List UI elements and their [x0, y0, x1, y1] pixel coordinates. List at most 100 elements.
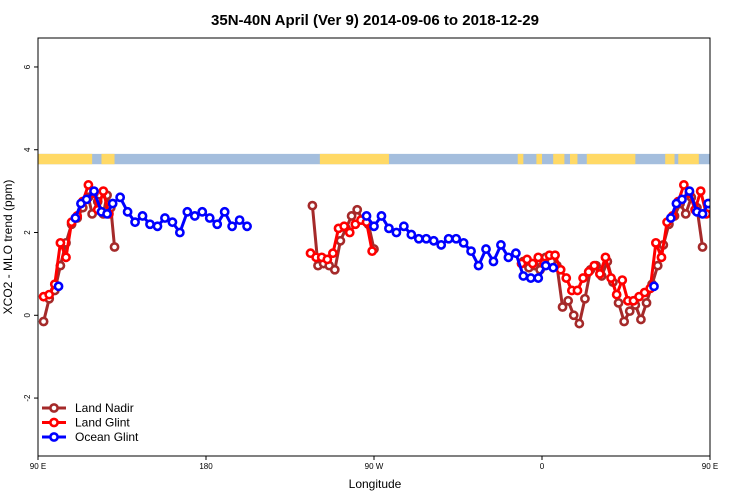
y-axis: -2 0 2 4 6 [23, 64, 38, 402]
data-point [695, 186, 706, 197]
data-point [611, 289, 622, 300]
legend-swatch-marker [49, 417, 59, 428]
x-tick-label: 90 E [702, 462, 718, 471]
data-point [391, 227, 402, 238]
data-point [568, 310, 579, 321]
data-point [109, 242, 120, 252]
data-point [369, 221, 379, 232]
data-point [550, 250, 560, 261]
data-point [665, 213, 676, 223]
data-point [307, 200, 318, 211]
land-segment [553, 153, 565, 165]
land-segment [536, 153, 542, 165]
data-point [473, 260, 484, 271]
data-point [548, 262, 559, 273]
data-point [518, 271, 529, 281]
data-point [55, 237, 66, 248]
data-point [227, 221, 238, 232]
data-point [70, 213, 81, 223]
x-tick-label: 0 [540, 462, 545, 471]
data-point [107, 198, 118, 209]
data-point [466, 246, 476, 257]
y-tick-label: 0 [23, 313, 32, 318]
data-point [636, 314, 646, 325]
data-point [122, 206, 133, 217]
data-point [574, 318, 585, 329]
data-point [436, 240, 447, 250]
data-point [680, 208, 691, 219]
data-point [703, 198, 710, 209]
data-point [527, 258, 538, 269]
data-point [677, 194, 687, 205]
land-segment [570, 153, 578, 165]
data-point [578, 273, 588, 283]
data-point [61, 252, 71, 263]
data-point [204, 213, 215, 223]
data-point [137, 211, 148, 221]
y-tick-label: 6 [23, 64, 32, 69]
x-axis-label: Longitude [349, 477, 402, 491]
data-point [727, 219, 734, 226]
data-point [406, 229, 417, 240]
data-point [624, 306, 635, 317]
data-point [606, 273, 616, 283]
legend-swatch-marker [49, 403, 59, 413]
data-point [329, 264, 340, 275]
data-point [352, 204, 363, 215]
x-tick-label: 90 W [365, 462, 384, 471]
data-point [458, 237, 469, 248]
land-segment [101, 153, 115, 165]
data-point [734, 212, 741, 219]
data-point [115, 192, 126, 203]
x-axis: 90 E 180 90 W 0 90 E [30, 456, 718, 471]
data-point [697, 242, 708, 252]
data-point [174, 227, 185, 238]
data-point [697, 208, 708, 219]
data-point [649, 281, 659, 292]
data-point [413, 233, 424, 244]
data-point [589, 260, 600, 271]
data-point [346, 211, 357, 221]
data-point [510, 248, 521, 259]
data-point [322, 254, 333, 265]
data-point [555, 264, 566, 275]
data-point [600, 252, 611, 263]
series-layer [38, 180, 749, 329]
data-point [656, 252, 667, 263]
data-point [619, 316, 630, 327]
data-point [335, 235, 346, 246]
legend-item: Land Glint [42, 416, 130, 430]
legend-item: Land Nadir [42, 401, 134, 415]
data-point [328, 248, 338, 259]
data-point [344, 227, 355, 238]
data-point [557, 302, 568, 312]
data-point [678, 180, 689, 190]
data-point [594, 269, 605, 279]
data-point [339, 221, 350, 232]
data-point [421, 233, 432, 244]
data-point [572, 285, 583, 296]
chart-title: 35N-40N April (Ver 9) 2014-09-06 to 2018… [211, 12, 539, 29]
data-point [583, 266, 594, 277]
legend-item: Ocean Glint [42, 430, 139, 444]
data-point [398, 221, 409, 232]
y-axis-label: XCO2 - MLO trend (ppm) [1, 180, 15, 315]
land-segment [319, 153, 389, 165]
data-point [367, 246, 378, 257]
data-point [145, 219, 155, 230]
data-point [503, 252, 514, 263]
data-point [496, 240, 506, 250]
data-point [488, 256, 499, 267]
data-point [102, 208, 112, 219]
series-land-glint [38, 180, 710, 306]
y-tick-label: -2 [23, 394, 32, 402]
data-point [613, 297, 624, 308]
data-point [742, 221, 749, 228]
data-point [561, 273, 572, 283]
data-point [38, 316, 49, 327]
data-point [53, 281, 64, 292]
data-point [533, 273, 544, 283]
data-point [533, 252, 544, 263]
